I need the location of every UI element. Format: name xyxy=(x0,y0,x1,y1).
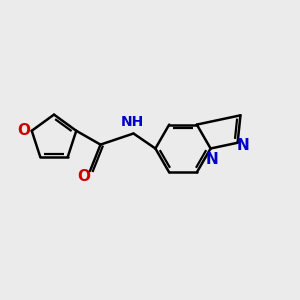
Text: N: N xyxy=(206,152,218,166)
Text: NH: NH xyxy=(120,115,144,129)
Text: O: O xyxy=(17,123,30,138)
Text: O: O xyxy=(77,169,90,184)
Text: N: N xyxy=(237,138,249,153)
